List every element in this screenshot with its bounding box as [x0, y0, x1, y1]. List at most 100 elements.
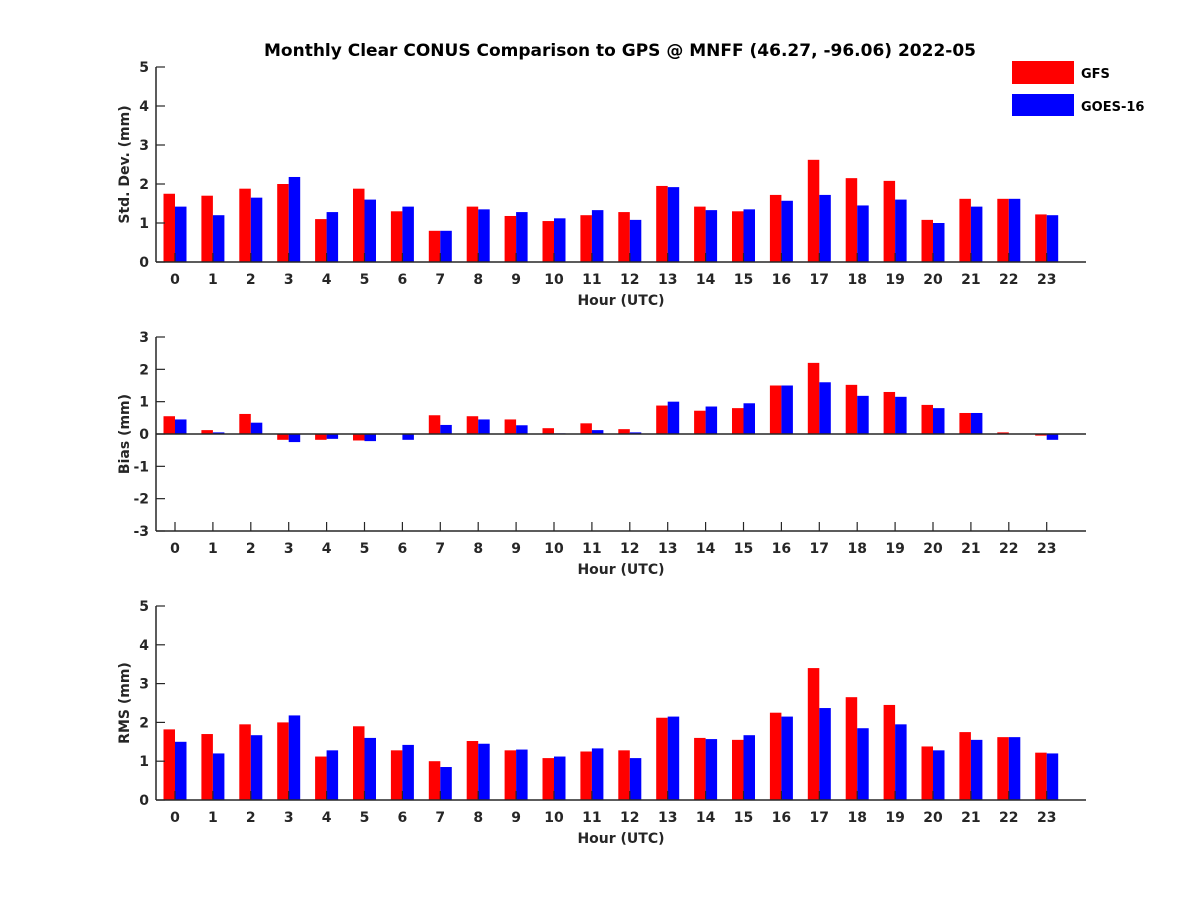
legend-label-goes16: GOES-16 [1081, 100, 1144, 115]
bar-gfs-hour-14 [694, 206, 706, 262]
bar-gfs-hour-12 [618, 429, 630, 434]
y-tick-label: 0 [139, 427, 149, 443]
x-tick-label: 16 [772, 541, 791, 557]
bar-goes16-hour-23 [1046, 215, 1059, 262]
x-tick-label: 7 [435, 810, 445, 826]
x-tick-label: 8 [473, 272, 483, 288]
bar-goes16-hour-6 [402, 206, 414, 262]
bar-goes16-hour-13 [667, 401, 680, 434]
bar-goes16-hour-17 [819, 708, 831, 800]
y-tick-label: 0 [139, 793, 149, 809]
x-tick-label: 0 [170, 541, 180, 557]
x-tick-label: 12 [620, 272, 639, 288]
x-tick-label: 13 [658, 541, 677, 557]
bar-gfs-hour-21 [959, 198, 971, 262]
bar-gfs-hour-5 [353, 434, 365, 441]
bar-gfs-hour-21 [959, 732, 971, 800]
x-tick-label: 20 [923, 541, 943, 557]
y-tick-label: 5 [139, 599, 149, 615]
chart-title: Monthly Clear CONUS Comparison to GPS @ … [264, 41, 976, 61]
x-tick-label: 3 [284, 541, 294, 557]
bar-gfs-hour-12 [618, 212, 630, 262]
bar-goes16-hour-11 [591, 210, 604, 262]
bar-gfs-hour-1 [201, 195, 213, 262]
x-tick-label: 18 [847, 810, 866, 826]
bar-gfs-hour-9 [504, 419, 517, 434]
bar-goes16-hour-13 [667, 716, 680, 800]
bar-gfs-hour-4 [315, 756, 327, 800]
y-tick-label: 2 [139, 362, 149, 378]
bar-goes16-hour-5 [364, 434, 376, 442]
bar-gfs-hour-0 [163, 416, 175, 434]
bar-goes16-hour-9 [516, 212, 528, 262]
x-tick-label: 3 [284, 810, 294, 826]
y-axis-label: RMS (mm) [117, 662, 133, 744]
y-tick-label: 2 [139, 715, 149, 731]
bar-goes16-hour-0 [175, 741, 187, 800]
bar-goes16-hour-4 [326, 212, 339, 262]
x-tick-label: 10 [544, 541, 564, 557]
x-tick-label: 22 [999, 272, 1018, 288]
bar-gfs-hour-10 [542, 221, 554, 262]
x-tick-label: 11 [582, 541, 601, 557]
x-tick-label: 17 [810, 272, 829, 288]
x-tick-label: 4 [322, 541, 332, 557]
bar-goes16-hour-1 [212, 432, 225, 434]
bar-gfs-hour-23 [1035, 752, 1047, 800]
bar-goes16-hour-4 [326, 750, 339, 800]
y-tick-label: 4 [139, 638, 149, 654]
x-tick-label: 20 [923, 272, 943, 288]
x-tick-label: 9 [511, 541, 521, 557]
bar-goes16-hour-7 [440, 767, 452, 800]
bar-goes16-hour-8 [478, 419, 490, 434]
bar-goes16-hour-18 [857, 395, 869, 434]
bar-gfs-hour-16 [769, 385, 782, 434]
legend-swatch-gfs [1012, 61, 1074, 84]
bar-gfs-hour-16 [769, 712, 782, 800]
bar-goes16-hour-12 [629, 432, 642, 434]
bar-gfs-hour-1 [201, 430, 213, 434]
bar-gfs-hour-17 [807, 668, 820, 800]
bar-gfs-hour-17 [807, 159, 820, 262]
bar-goes16-hour-9 [516, 425, 528, 434]
bar-goes16-hour-14 [705, 739, 718, 800]
x-tick-label: 19 [885, 541, 904, 557]
bar-gfs-hour-13 [656, 405, 668, 434]
y-tick-label: 3 [139, 677, 149, 693]
bar-gfs-hour-23 [1035, 214, 1047, 262]
x-tick-label: 23 [1037, 541, 1056, 557]
bar-gfs-hour-22 [997, 432, 1009, 434]
x-tick-label: 9 [511, 272, 521, 288]
bar-goes16-hour-15 [743, 403, 755, 434]
bar-goes16-hour-6 [402, 434, 414, 440]
bar-goes16-hour-21 [970, 206, 983, 262]
x-axis-label: Hour (UTC) [577, 831, 664, 847]
x-tick-label: 3 [284, 272, 294, 288]
bar-goes16-hour-18 [857, 205, 869, 262]
bar-gfs-hour-2 [239, 188, 251, 262]
bar-goes16-hour-22 [1008, 737, 1021, 800]
x-tick-label: 10 [544, 810, 564, 826]
x-tick-label: 2 [246, 810, 256, 826]
bar-goes16-hour-5 [364, 199, 376, 262]
y-tick-label: 3 [139, 138, 149, 154]
x-tick-label: 8 [473, 541, 483, 557]
bar-gfs-hour-4 [315, 219, 327, 262]
bar-gfs-hour-21 [959, 412, 971, 434]
x-tick-label: 12 [620, 810, 639, 826]
bar-goes16-hour-17 [819, 382, 831, 434]
bar-gfs-hour-20 [921, 746, 933, 800]
bar-goes16-hour-3 [288, 715, 301, 800]
x-tick-label: 23 [1037, 272, 1056, 288]
legend: GFS GOES-16 [1012, 61, 1144, 116]
bar-goes16-hour-20 [933, 408, 945, 434]
y-axis-label: Std. Dev. (mm) [117, 105, 133, 223]
x-tick-label: 15 [734, 810, 753, 826]
x-tick-label: 5 [360, 272, 370, 288]
bar-gfs-hour-17 [807, 362, 820, 434]
bar-gfs-hour-8 [466, 206, 479, 262]
y-tick-label: 1 [139, 216, 149, 232]
x-tick-label: 13 [658, 272, 677, 288]
x-tick-label: 12 [620, 541, 639, 557]
